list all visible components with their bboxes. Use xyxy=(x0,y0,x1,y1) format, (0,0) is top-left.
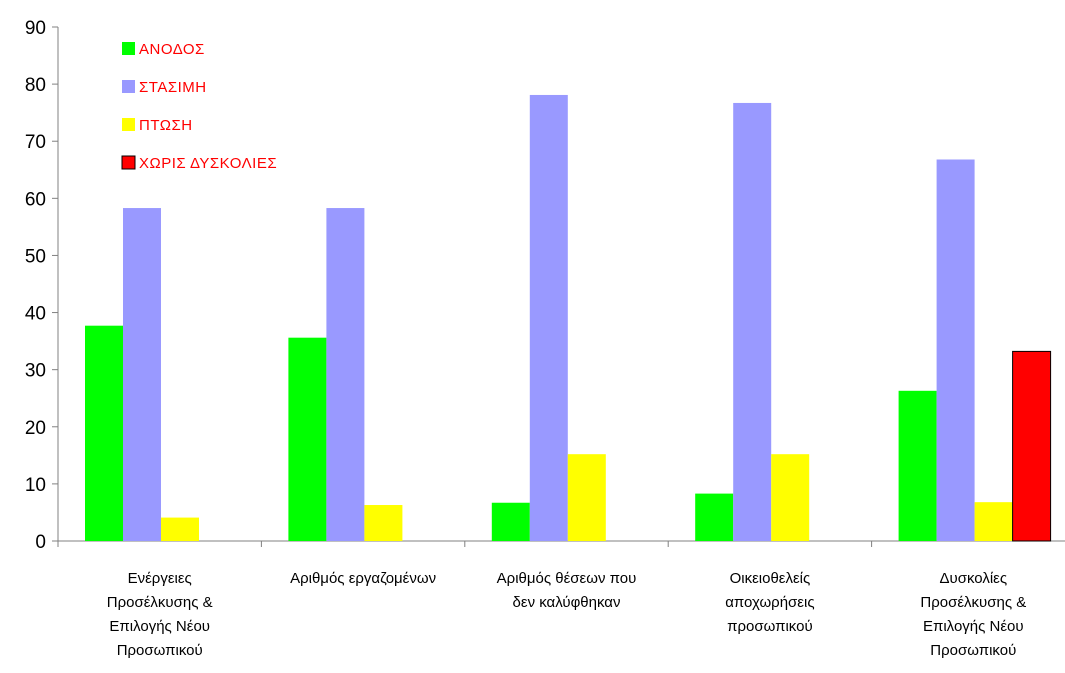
bar-3-5 xyxy=(974,502,1013,541)
y-tick-label: 30 xyxy=(25,361,46,382)
bar-1-2 xyxy=(288,337,327,541)
x-tick-label-line: Αριθμός εργαζομένων xyxy=(290,570,436,587)
y-tick-label: 80 xyxy=(25,75,46,96)
x-tick-label: Αριθμός θέσεων που δεν καλύφθηκαν xyxy=(497,570,637,611)
x-tick-label-line: Επιλογής Νέου xyxy=(109,618,210,635)
bar-1-3 xyxy=(491,502,530,541)
legend: ΑΝΟΔΟΣ ΣΤΑΣΙΜΗ ΠΤΩΣΗ ΧΩΡΙΣ ΔΥΣΚΟΛΙΕΣ xyxy=(121,41,277,172)
x-tick-label-line: Δυσκολίες xyxy=(939,570,1007,587)
y-tick-label: 60 xyxy=(25,189,46,210)
bar-1-1 xyxy=(85,325,123,541)
x-tick-label-line: Προσωπικού xyxy=(930,642,1016,659)
x-tick-label-line: Προσέλκυσης & xyxy=(920,594,1026,611)
bar-4-5 xyxy=(1012,350,1052,542)
bar-3-2 xyxy=(364,505,403,541)
x-tick-label: Αριθμός εργαζομένων xyxy=(290,570,436,587)
legend-swatch xyxy=(122,42,135,55)
x-tick-label-line: Προσέλκυσης & xyxy=(107,594,213,611)
legend-swatch xyxy=(121,155,136,170)
legend-label: ΣΤΑΣΙΜΗ xyxy=(139,79,207,96)
bar-3-3 xyxy=(567,454,606,541)
y-tick-label: 40 xyxy=(25,304,46,325)
x-tick-label-line: δεν καλύφθηκαν xyxy=(513,594,621,611)
legend-label: ΑΝΟΔΟΣ xyxy=(139,41,205,58)
y-tick-label: 50 xyxy=(25,246,46,267)
legend-swatch xyxy=(122,118,135,131)
x-tick-label: Ενέργειες Προσέλκυσης & Επιλογής Νέου Προσω… xyxy=(107,570,213,659)
bar-3-1 xyxy=(161,517,199,541)
x-tick-label: Οικειοθελείς αποχωρήσεις προσωπικού xyxy=(725,570,814,635)
legend-label: ΠΤΩΣΗ xyxy=(139,117,193,134)
legend-label: ΧΩΡΙΣ ΔΥΣΚΟΛΙΕΣ xyxy=(139,155,277,172)
axes: 0 10 20 30 40 50 60 70 80 90 Ενέργειες Προσέλκυσης … xyxy=(25,18,1065,659)
y-tick-label: 20 xyxy=(25,418,46,439)
bars xyxy=(85,94,1052,542)
bar-1-5 xyxy=(898,390,937,541)
x-tick-label-line: Αριθμός θέσεων που xyxy=(497,570,637,587)
x-tick-label-line: Επιλογής Νέου xyxy=(923,618,1024,635)
x-tick-label-line: αποχωρήσεις xyxy=(725,594,814,611)
y-tick-label: 70 xyxy=(25,132,46,153)
legend-swatch xyxy=(122,80,135,93)
y-tick-label: 10 xyxy=(25,475,46,496)
x-tick-label-line: Προσωπικού xyxy=(117,642,203,659)
bar-2-1 xyxy=(123,208,161,541)
bar-3-4 xyxy=(771,454,810,541)
bar-1-4 xyxy=(695,493,734,541)
bar-2-5 xyxy=(936,159,975,541)
y-tick-label: 90 xyxy=(25,18,46,39)
bar-2-2 xyxy=(326,208,365,541)
x-tick-label: Δυσκολίες Προσέλκυσης & Επιλογής Νέου Προσω… xyxy=(920,570,1026,659)
x-tick-label-line: Οικειοθελείς xyxy=(730,570,811,587)
x-tick-label-line: Ενέργειες xyxy=(128,570,192,587)
y-tick-label: 0 xyxy=(35,532,46,553)
bar-2-4 xyxy=(733,102,772,542)
bar-2-3 xyxy=(529,94,568,541)
x-tick-label-line: προσωπικού xyxy=(727,618,813,635)
